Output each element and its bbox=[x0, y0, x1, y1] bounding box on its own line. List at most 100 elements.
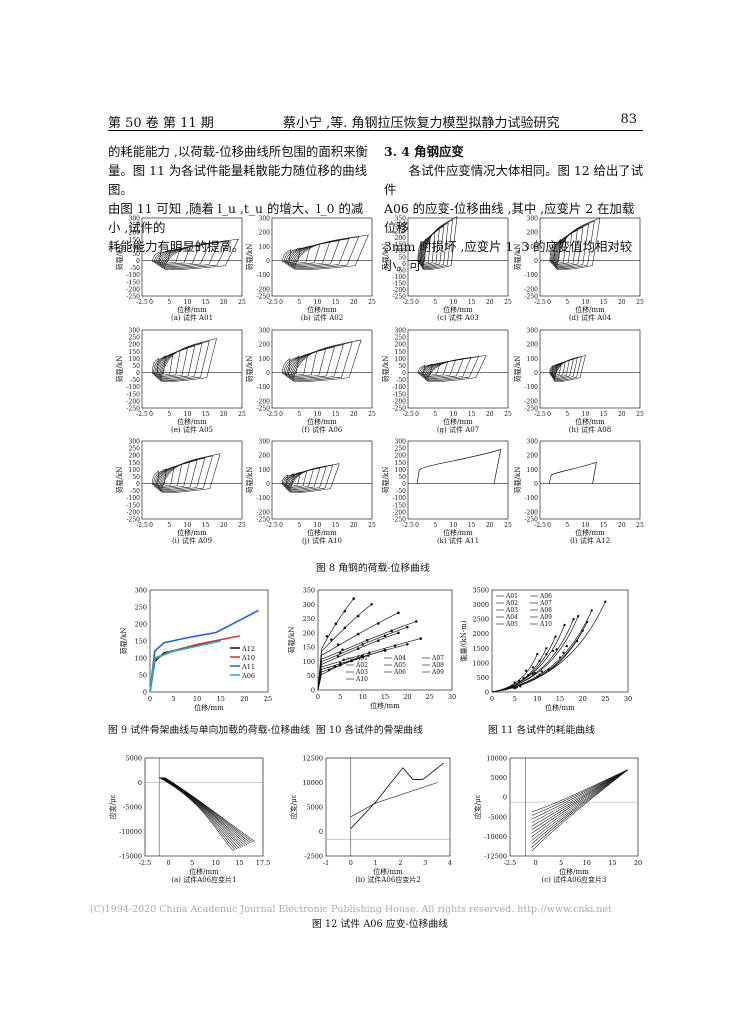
fig8-ytick: 300 bbox=[259, 439, 271, 446]
fig8-xtick: 0 bbox=[149, 522, 153, 529]
fig8-xtick: 10 bbox=[184, 411, 192, 418]
fig8-ytick: 100 bbox=[395, 356, 407, 363]
fig11-ylabel: 能量/(kN·m) bbox=[459, 620, 468, 661]
fig10-marker bbox=[393, 644, 397, 647]
fig8-hysteresis-loop bbox=[293, 234, 369, 270]
fig9-xtick: 25 bbox=[264, 695, 272, 703]
fig8-ytick: 200 bbox=[129, 453, 141, 460]
fig8-xtick: 5 bbox=[297, 522, 301, 529]
fig8-plot-frame bbox=[141, 440, 243, 520]
fig8-ytick: -100 bbox=[525, 272, 539, 279]
fig8-xtick: 20 bbox=[220, 299, 228, 306]
fig12-ytick: 5000 bbox=[490, 774, 507, 782]
fig12-ytick: 5000 bbox=[306, 804, 323, 812]
fig8-hysteresis-loop bbox=[286, 467, 321, 490]
fig8-xtick: 10 bbox=[450, 522, 458, 529]
fig8-ytick: -200 bbox=[525, 398, 539, 405]
fig8-xlabel: 位移/mm bbox=[443, 305, 473, 314]
fig8-hysteresis-loop bbox=[289, 240, 340, 267]
fig8-hysteresis-loop bbox=[418, 237, 427, 263]
fig8-hysteresis-loop bbox=[292, 339, 362, 382]
fig10-marker bbox=[343, 609, 347, 613]
fig8-hysteresis-loop bbox=[550, 238, 561, 263]
fig8-ytick: 250 bbox=[395, 229, 407, 236]
fig8-ytick: -250 bbox=[127, 294, 141, 301]
fig8-ytick: 0 bbox=[402, 261, 406, 268]
fig8-panel-label: (f) 试件 A06 bbox=[302, 425, 343, 434]
fig8-hysteresis-loop bbox=[159, 340, 210, 381]
fig11-series-line bbox=[491, 616, 579, 693]
fig8-ytick: -200 bbox=[257, 509, 271, 516]
fig8-xtick: 20 bbox=[220, 411, 228, 418]
fig8-xtick: 10 bbox=[450, 411, 458, 418]
fig12-xtick: -1 bbox=[323, 859, 329, 867]
fig11-legend-entry: A01 bbox=[505, 593, 518, 600]
fig8-ylabel: 荷载/kN bbox=[245, 356, 254, 383]
fig11-legend-entry: A03 bbox=[505, 607, 518, 614]
fig8-xtick: 15 bbox=[202, 522, 210, 529]
fig8-xtick: 25 bbox=[238, 411, 246, 418]
page-number: 83 bbox=[620, 112, 637, 127]
fig8-xtick: 15 bbox=[202, 411, 210, 418]
fig8-ytick: 0 bbox=[534, 370, 538, 377]
fig8-xtick: 5 bbox=[433, 411, 437, 418]
fig8-ytick: 200 bbox=[395, 235, 407, 242]
fig8-ytick: 100 bbox=[395, 248, 407, 255]
fig8-ytick: 300 bbox=[129, 439, 141, 446]
fig8-ytick: 100 bbox=[259, 356, 271, 363]
fig10-marker bbox=[350, 659, 353, 662]
fig8-ytick: -200 bbox=[393, 287, 407, 294]
fig10-ytick: 150 bbox=[303, 644, 315, 652]
fig8-hysteresis-loop bbox=[553, 356, 582, 381]
fig8-ytick: 100 bbox=[527, 467, 539, 474]
fig8-ytick: -250 bbox=[393, 294, 407, 301]
fig12-xlabel: 位移/mm bbox=[559, 867, 589, 876]
fig8-hysteresis-loop bbox=[553, 229, 578, 266]
fig8-xtick: -2.5 bbox=[402, 411, 414, 418]
fig8-ytick: 250 bbox=[129, 446, 141, 453]
fig8-ylabel: 荷载/kN bbox=[513, 244, 522, 271]
fig8-xtick: 0 bbox=[415, 299, 419, 306]
fig8-ytick: 300 bbox=[395, 222, 407, 229]
fig9-legend-entry: A06 bbox=[241, 672, 255, 680]
fig8-ytick: -50 bbox=[396, 377, 406, 384]
fig11-marker bbox=[563, 623, 566, 627]
fig11-legend-entry: A07 bbox=[539, 600, 552, 607]
fig8-panel-label: (b) 试件 A02 bbox=[301, 313, 343, 322]
fig11-marker bbox=[552, 649, 555, 653]
fig8-hysteresis-loop bbox=[163, 238, 239, 270]
fig8-ytick: -50 bbox=[130, 265, 140, 272]
fig10-marker bbox=[341, 648, 344, 652]
fig8-xtick: 0 bbox=[279, 411, 283, 418]
fig8-hysteresis-loop bbox=[420, 225, 445, 267]
fig8-xtick: 10 bbox=[184, 522, 192, 529]
fig12-ytick: 5000 bbox=[125, 755, 142, 763]
fig8-hysteresis-loop bbox=[291, 238, 350, 268]
fig12-ytick: 12500 bbox=[302, 755, 323, 763]
fig9-ytick: 250 bbox=[135, 604, 147, 612]
fig8-ytick: -100 bbox=[393, 274, 407, 281]
fig8-ytick: 100 bbox=[527, 356, 539, 363]
fig12-strain-curve bbox=[164, 777, 255, 842]
fig12-ytick: -15000 bbox=[119, 853, 142, 861]
fig8-ytick: -150 bbox=[127, 279, 141, 286]
paragraph-line: 量。图 11 为各试件能量耗散能力随位移的曲线图。 bbox=[108, 163, 368, 197]
fig10-marker bbox=[356, 632, 360, 636]
fig10-legend-entry: A05 bbox=[393, 662, 406, 669]
fig11-marker bbox=[540, 670, 544, 673]
fig8-hysteresis-loop bbox=[155, 464, 183, 488]
fig12-ytick: -2500 bbox=[304, 853, 323, 861]
fig8-ytick: 300 bbox=[259, 328, 271, 335]
fig10-xtick: 20 bbox=[403, 693, 411, 701]
fig8-xtick: 20 bbox=[350, 522, 358, 529]
fig10-marker bbox=[377, 622, 380, 625]
fig8-ytick: 50 bbox=[398, 255, 406, 262]
fig8-xtick: 25 bbox=[504, 299, 512, 306]
fig8-ytick: 150 bbox=[395, 242, 407, 249]
fig12-ylabel: 应变/με bbox=[473, 794, 482, 819]
fig10-marker bbox=[361, 643, 364, 646]
fig11-marker bbox=[565, 644, 568, 648]
fig8-ytick: -200 bbox=[393, 509, 407, 516]
fig10-xtick: 25 bbox=[426, 693, 434, 701]
fig12-strain-curve bbox=[162, 777, 246, 846]
